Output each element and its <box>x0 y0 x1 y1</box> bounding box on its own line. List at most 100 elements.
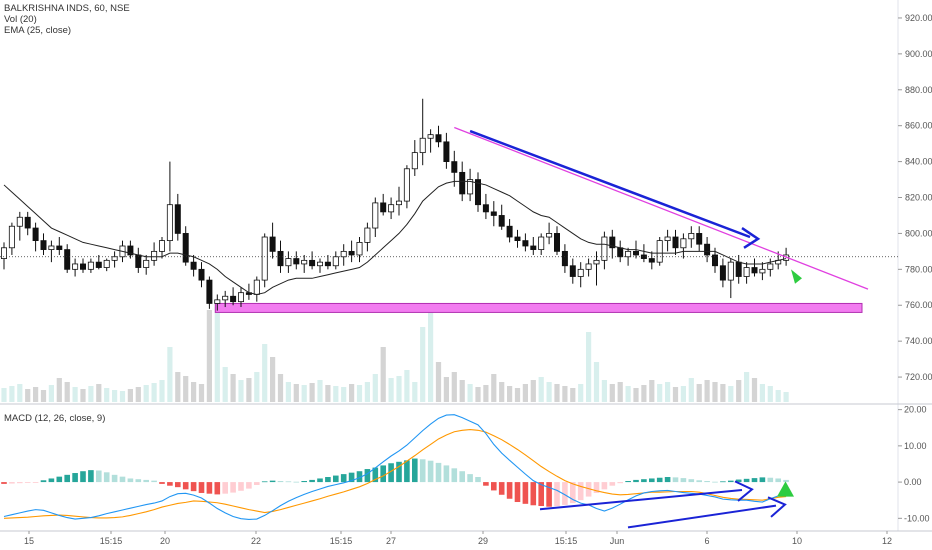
volume-bar <box>270 357 276 402</box>
time-tick-label: 15:15 <box>555 536 578 546</box>
macd-histogram-bar <box>214 482 221 495</box>
macd-histogram-bar <box>459 471 465 483</box>
price-tick-label: 760.00 <box>905 300 932 310</box>
macd-histogram-bar <box>412 458 418 483</box>
macd-histogram-bar <box>32 482 39 483</box>
candle-body <box>482 204 489 213</box>
trend-arrow-line <box>469 129 751 239</box>
macd-histogram-bar <box>680 478 687 483</box>
macd-axis[interactable]: 20.00 10.00 0.00 -10.00 <box>898 405 930 524</box>
macd-histogram-bar <box>522 482 529 504</box>
price-tick-label: 920.00 <box>905 13 932 23</box>
candle-body <box>664 236 671 242</box>
candle-body <box>158 240 165 252</box>
candle-body <box>522 240 529 247</box>
volume-bar <box>617 382 623 402</box>
candle-body <box>490 211 497 216</box>
macd-tick-label: -10.00 <box>904 513 930 523</box>
macd-histogram-bar <box>127 478 134 483</box>
candle-body <box>103 259 110 268</box>
time-axis[interactable]: 15 15:15 20 22 15:15 27 29 15:15 Jun 6 10 12 <box>24 531 892 546</box>
macd-histogram-bar <box>143 479 149 483</box>
volume-bar <box>135 387 141 402</box>
macd-histogram-bar <box>404 460 410 483</box>
macd-histogram-bar <box>451 468 458 483</box>
volume-bar <box>191 382 197 402</box>
macd-tick-label: 10.00 <box>904 441 927 451</box>
time-tick-label: 20 <box>160 536 170 546</box>
candle-body <box>87 261 94 270</box>
candle-body <box>214 299 221 304</box>
macd-histogram-bar <box>475 477 481 483</box>
candle-body <box>0 247 7 259</box>
candle-body <box>585 263 592 270</box>
volume-bar <box>388 378 394 402</box>
macd-pane <box>1 414 794 529</box>
price-axis[interactable]: 720.00 740.00 760.00 780.00 800.00 820.00 840.… <box>898 13 932 382</box>
volume-bar <box>396 376 402 402</box>
volume-bar <box>175 372 181 402</box>
candle-body <box>498 215 505 227</box>
price-tick-label: 840.00 <box>905 157 932 167</box>
candle-body <box>72 263 79 270</box>
legend-ema: EMA (25, close) <box>4 25 72 36</box>
macd-histogram-bar <box>664 477 671 483</box>
macd-histogram-bar <box>175 482 181 488</box>
candle-body <box>16 216 23 227</box>
macd-histogram-bar <box>617 482 623 484</box>
candle-body <box>32 227 39 242</box>
macd-histogram-bar <box>167 482 173 486</box>
macd-histogram-bar <box>609 482 616 486</box>
candle-body <box>348 250 355 256</box>
volume-bar <box>751 378 758 402</box>
candle-body <box>546 233 553 238</box>
candle-body <box>538 236 545 250</box>
volume-bar <box>230 374 236 402</box>
volume-bar <box>40 390 47 402</box>
candle-body <box>403 168 410 202</box>
volume-bar <box>96 384 102 402</box>
macd-histogram-bar <box>88 470 94 483</box>
volume-bar <box>364 382 370 402</box>
candle-body <box>95 261 102 268</box>
volume-bar <box>372 374 378 402</box>
macd-histogram-bar <box>443 465 450 483</box>
macd-histogram-bar <box>696 480 702 483</box>
macd-histogram-bar <box>56 476 63 483</box>
volume-bar <box>491 374 497 402</box>
candle-body <box>759 268 766 274</box>
candle-body <box>182 233 189 263</box>
macd-histogram-bar <box>483 482 489 486</box>
candle-body <box>48 245 55 250</box>
volume-bar <box>9 386 15 402</box>
macd-tick-label: 20.00 <box>904 405 927 415</box>
volume-bar <box>119 391 126 402</box>
candle-body <box>451 161 458 173</box>
volume-bar <box>736 380 742 402</box>
macd-histogram-bar <box>9 482 15 484</box>
volume-bar <box>33 387 39 402</box>
volume-bar <box>72 387 78 402</box>
candle-body <box>364 227 371 243</box>
volume-bars <box>1 307 789 402</box>
macd-histogram-bar <box>198 482 205 493</box>
candle-body <box>640 254 647 259</box>
candle-body <box>230 295 237 303</box>
macd-histogram-bar <box>111 474 118 483</box>
candle-body <box>127 245 134 256</box>
volume-bar <box>112 390 118 402</box>
volume-bar <box>562 386 568 402</box>
candle-body <box>395 200 402 206</box>
macd-histogram-bar <box>40 480 47 483</box>
candle-body <box>593 259 600 265</box>
candle-body <box>427 134 434 139</box>
macd-histogram-bar <box>491 482 497 491</box>
macd-histogram-bar <box>135 479 142 483</box>
volume-bar <box>570 388 576 402</box>
macd-histogram-bar <box>688 479 695 483</box>
volume-bar <box>183 376 189 402</box>
macd-histogram-bar <box>246 482 252 489</box>
macd-histogram-bar <box>103 472 110 483</box>
candle-body <box>696 233 703 245</box>
